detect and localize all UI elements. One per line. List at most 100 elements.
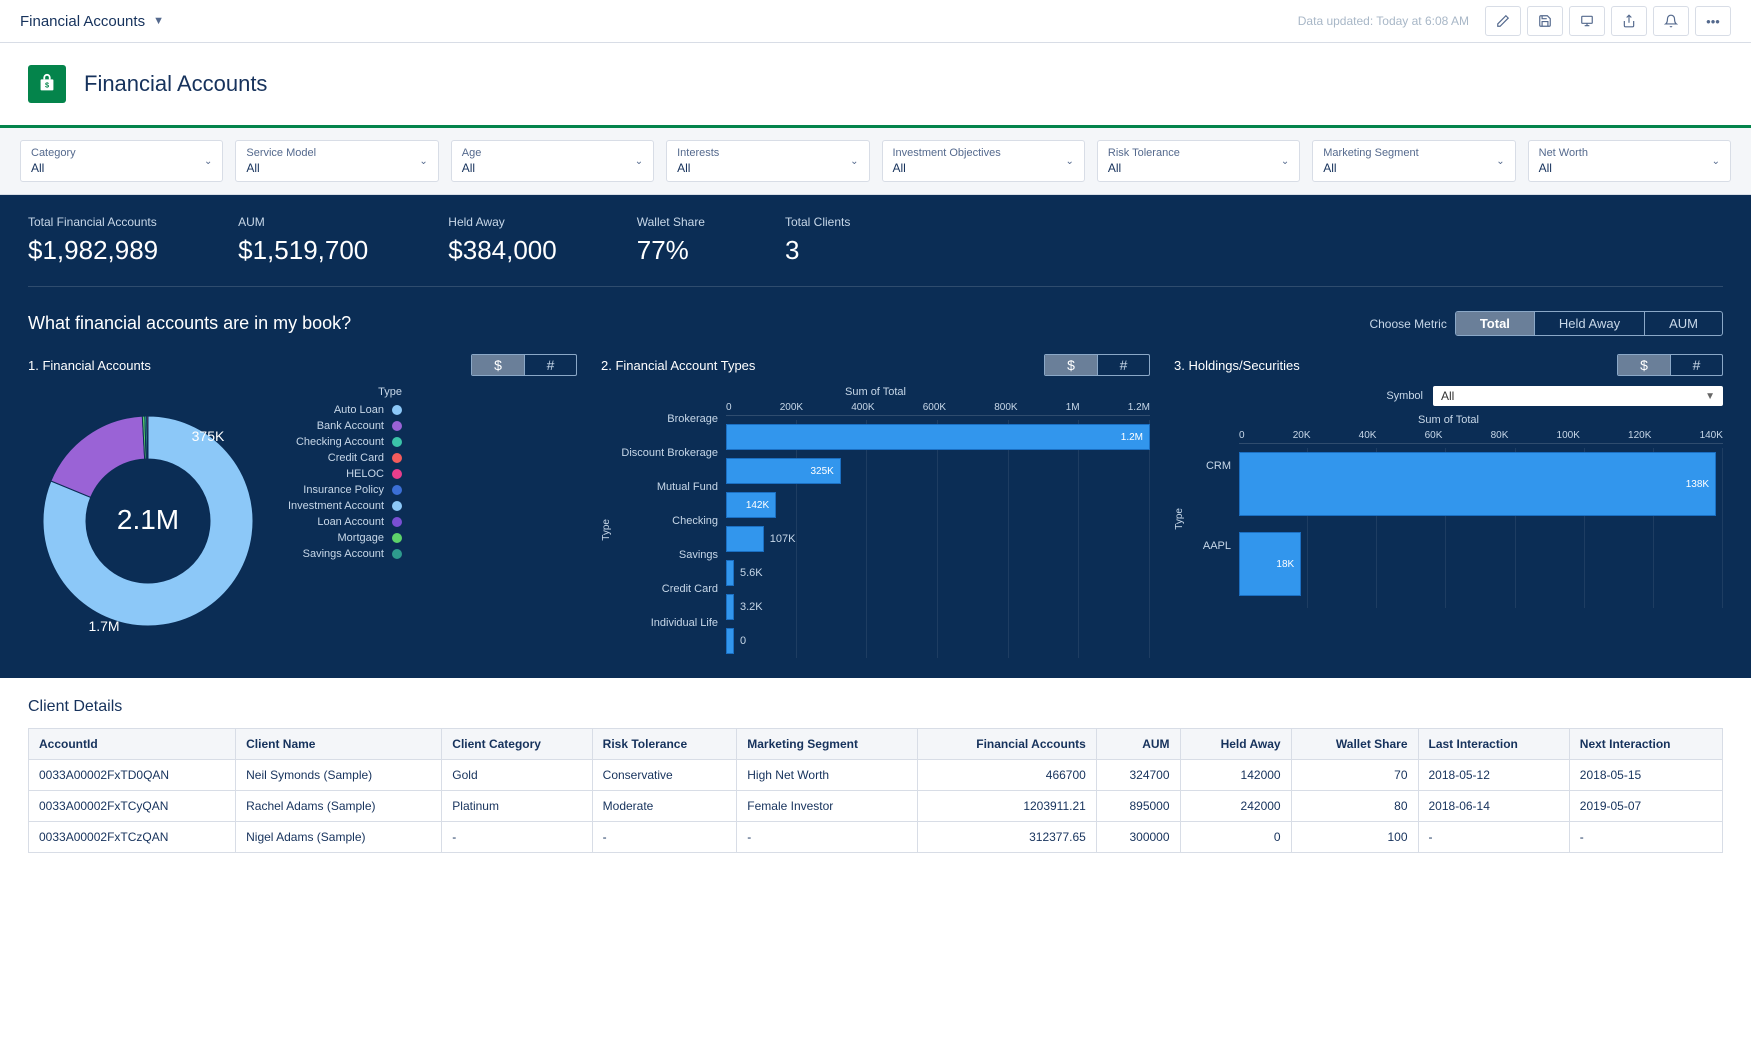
legend-item[interactable]: Credit Card: [288, 452, 402, 464]
kpi-label: Total Clients: [785, 215, 850, 229]
table-header[interactable]: AccountId: [29, 729, 236, 760]
kpi-label: Wallet Share: [637, 215, 705, 229]
kpi-value: $1,982,989: [28, 235, 158, 266]
present-button[interactable]: [1569, 6, 1605, 36]
table-header[interactable]: Client Category: [442, 729, 592, 760]
legend-item[interactable]: Insurance Policy: [288, 484, 402, 496]
bar-row[interactable]: 325K: [726, 454, 1150, 488]
bar-row[interactable]: 18K: [1239, 520, 1723, 608]
metric-option-total[interactable]: Total: [1456, 312, 1534, 335]
table-cell: Rachel Adams (Sample): [236, 791, 442, 822]
chevron-down-icon: ⌄: [635, 156, 643, 167]
panel2-ylabel: Type: [601, 519, 612, 541]
legend-label: Investment Account: [288, 500, 384, 512]
bar-row[interactable]: 0: [726, 624, 1150, 658]
bar-row[interactable]: 107K: [726, 522, 1150, 556]
legend-item[interactable]: Auto Loan: [288, 404, 402, 416]
filter-category[interactable]: CategoryAll⌄: [20, 140, 223, 182]
table-header[interactable]: AUM: [1096, 729, 1180, 760]
legend-label: Bank Account: [317, 420, 384, 432]
notifications-button[interactable]: [1653, 6, 1689, 36]
toggle-option[interactable]: $: [1618, 355, 1670, 375]
table-cell: 2018-06-14: [1418, 791, 1569, 822]
table-row[interactable]: 0033A00002FxTCzQANNigel Adams (Sample)--…: [29, 822, 1723, 853]
filter-net-worth[interactable]: Net WorthAll⌄: [1528, 140, 1731, 182]
table-header[interactable]: Held Away: [1180, 729, 1291, 760]
bar-row[interactable]: 142K: [726, 488, 1150, 522]
bar-row[interactable]: 5.6K: [726, 556, 1150, 590]
more-button[interactable]: •••: [1695, 6, 1731, 36]
more-icon: •••: [1706, 14, 1720, 29]
legend-item[interactable]: Checking Account: [288, 436, 402, 448]
bar-category-label: Brokerage: [616, 402, 718, 436]
bar-row[interactable]: 1.2M: [726, 420, 1150, 454]
table-header[interactable]: Risk Tolerance: [592, 729, 737, 760]
filter-interests[interactable]: InterestsAll⌄: [666, 140, 869, 182]
app-icon: $: [28, 65, 66, 103]
panel3-toggle: $#: [1617, 354, 1723, 376]
axis-tick: 1.2M: [1128, 402, 1150, 415]
panel1-title: 1. Financial Accounts: [28, 358, 151, 373]
table-row[interactable]: 0033A00002FxTCyQANRachel Adams (Sample)P…: [29, 791, 1723, 822]
filter-risk-tolerance[interactable]: Risk ToleranceAll⌄: [1097, 140, 1300, 182]
panel3-ylabel: Type: [1174, 508, 1185, 530]
legend-item[interactable]: Investment Account: [288, 500, 402, 512]
filter-service-model[interactable]: Service ModelAll⌄: [235, 140, 438, 182]
kpi-label: Total Financial Accounts: [28, 215, 158, 229]
kpi-value: 3: [785, 235, 850, 266]
bar-row[interactable]: 138K: [1239, 448, 1723, 520]
table-cell: 1203911.21: [917, 791, 1096, 822]
filter-marketing-segment[interactable]: Marketing SegmentAll⌄: [1312, 140, 1515, 182]
chevron-down-icon: ⌄: [1281, 156, 1289, 167]
edit-button[interactable]: [1485, 6, 1521, 36]
legend-swatch: [392, 421, 402, 431]
toggle-option[interactable]: #: [524, 355, 576, 375]
table-header[interactable]: Marketing Segment: [737, 729, 918, 760]
svg-text:$: $: [45, 81, 49, 90]
metric-option-aum[interactable]: AUM: [1644, 312, 1722, 335]
bar: 142K: [726, 492, 776, 518]
legend-item[interactable]: Bank Account: [288, 420, 402, 432]
legend-swatch: [392, 453, 402, 463]
table-header[interactable]: Client Name: [236, 729, 442, 760]
symbol-select[interactable]: All ▼: [1433, 386, 1723, 406]
filter-value: All: [1108, 161, 1180, 175]
table-header[interactable]: Last Interaction: [1418, 729, 1569, 760]
table-cell: 142000: [1180, 760, 1291, 791]
legend-item[interactable]: HELOC: [288, 468, 402, 480]
legend-item[interactable]: Mortgage: [288, 532, 402, 544]
chevron-down-icon: ⌄: [204, 156, 212, 167]
toggle-option[interactable]: $: [1045, 355, 1097, 375]
toggle-option[interactable]: #: [1097, 355, 1149, 375]
table-row[interactable]: 0033A00002FxTD0QANNeil Symonds (Sample)G…: [29, 760, 1723, 791]
save-button[interactable]: [1527, 6, 1563, 36]
metric-option-held-away[interactable]: Held Away: [1534, 312, 1644, 335]
legend-swatch: [392, 549, 402, 559]
table-header[interactable]: Financial Accounts: [917, 729, 1096, 760]
kpi-wallet-share: Wallet Share77%: [637, 215, 705, 266]
share-button[interactable]: [1611, 6, 1647, 36]
page-title: Financial Accounts: [84, 71, 267, 97]
chevron-down-icon: ⌄: [850, 156, 858, 167]
legend-item[interactable]: Savings Account: [288, 548, 402, 560]
metric-segmented-control: TotalHeld AwayAUM: [1455, 311, 1723, 336]
topbar: Financial Accounts ▼ Data updated: Today…: [0, 0, 1751, 43]
table-cell: Nigel Adams (Sample): [236, 822, 442, 853]
chevron-down-icon: ▼: [1705, 391, 1715, 402]
bar-row[interactable]: 3.2K: [726, 590, 1150, 624]
filter-investment-objectives[interactable]: Investment ObjectivesAll⌄: [882, 140, 1085, 182]
table-header[interactable]: Next Interaction: [1569, 729, 1722, 760]
toggle-option[interactable]: $: [472, 355, 524, 375]
table-cell: 70: [1291, 760, 1418, 791]
bar-category-label: Checking: [616, 504, 718, 538]
legend-label: Auto Loan: [334, 404, 384, 416]
toggle-option[interactable]: #: [1670, 355, 1722, 375]
legend-item[interactable]: Loan Account: [288, 516, 402, 528]
topbar-title-group[interactable]: Financial Accounts ▼: [20, 13, 164, 30]
table-header[interactable]: Wallet Share: [1291, 729, 1418, 760]
axis-tick: 120K: [1628, 430, 1651, 443]
bar: [726, 526, 764, 552]
filter-bar: CategoryAll⌄ Service ModelAll⌄ AgeAll⌄ Inte…: [0, 128, 1751, 195]
filter-age[interactable]: AgeAll⌄: [451, 140, 654, 182]
axis-tick: 0: [726, 402, 732, 415]
